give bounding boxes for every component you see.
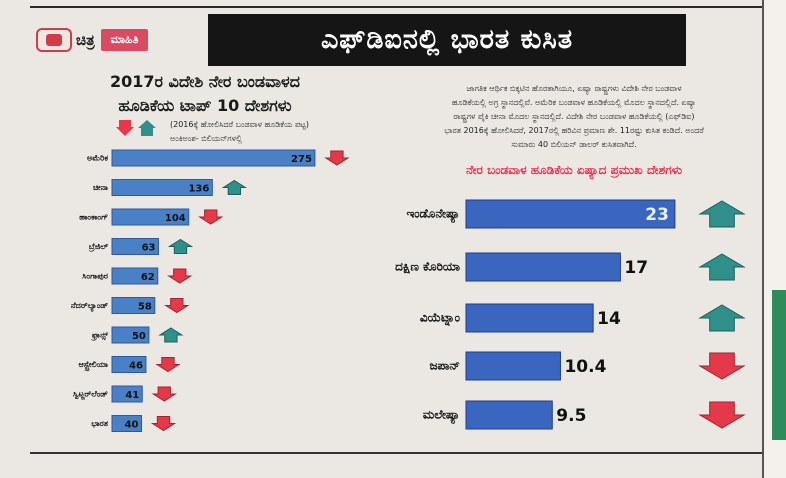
left-value-10: 40 [125,420,139,431]
brand: ಚಿತ್ರ ಮಾಹಿತಿ [36,26,149,54]
right-value-1: 23 [645,205,669,225]
left-chart-title: 2017ರ ವಿದೇಶಿ ನೇರ ಬಂಡವಾಳದ ಹೂಡಿಕೆಯ ಟಾಪ್ 10… [40,70,370,118]
left-trend-10-down-arrow-icon [150,416,177,432]
right-category-3: ವಿಯೆಟ್ನಾಂ [420,311,461,327]
left-bar-3 [111,208,190,226]
right-category-5: ಮಲೇಷ್ಯಾ [423,408,460,426]
tv-icon [36,28,72,52]
right-trend-4-down-arrow-icon [698,352,746,380]
left-bar-1 [111,149,316,167]
top-rule [30,6,770,8]
headline: ಎಫ್‌ಡಿಐನಲ್ಲಿ ಭಾರತ ಕುಸಿತ [208,14,686,66]
brand-tag: ಮಾಹಿತಿ [100,29,149,51]
left-value-7: 50 [132,331,146,342]
right-value-4: 10.4 [564,357,606,377]
left-value-3: 104 [165,213,186,224]
right-bar-1 [465,199,676,229]
left-category-3: ಹಾಂಕಾಂಗ್ [79,213,108,222]
right-value-2: 17 [624,258,648,278]
left-category-4: ಬ್ರೆಜಿಲ್ [88,242,108,252]
right-chart-title: ನೇರ ಬಂಡವಾಳ ಹೂಡಿಕೆಯ ಏಷ್ಯಾದ ಪ್ರಮುಖ ದೇಶಗಳು [465,163,683,177]
left-category-10: ಭಾರತ [91,419,109,428]
left-category-6: ನೆದರ್‌ಲ್ಯಾಂಡ್ [71,301,108,312]
left-bar-8 [111,356,147,373]
right-category-1: ಇಂಡೊನೇಷ್ಯಾ [406,207,460,225]
left-note-line2: ಅಂಕಿಅಂಶ- ಬಿಲಿಯನ್‌ಗಳಲ್ಲಿ [170,134,242,143]
left-category-7: ಫ್ರಾನ್ಸ್ [90,331,108,341]
right-trend-5-down-arrow-icon [698,401,746,429]
left-value-2: 136 [188,184,209,195]
article-line-1: ಜಾಗತಿಕ ಆರ್ಥಿಕ ಬಿಕ್ಕಟಿನ ಹೊರತಾಗಿಯೂ, ಏಷ್ಯಾ … [466,84,682,93]
left-note-line1: (2016ಕ್ಕೆ ಹೋಲಿಸಿದರೆ ಬಂಡವಾಳ ಹೂಡಿಕೆಯ ಪಟ್ಟ) [170,120,309,129]
article-line-2: ಹೂಡಿಕೆಯಲ್ಲಿ ಅಗ್ರ ಸ್ಥಾನದಲ್ಲಿವೆ. ಅಮೆರಿಕ ಬಂ… [451,98,697,107]
left-chart-note: (2016ಕ್ಕೆ ಹೋಲಿಸಿದರೆ ಬಂಡವಾಳ ಹೂಡಿಕೆಯ ಪಟ್ಟ)… [170,118,309,146]
left-bar-4 [111,238,159,255]
right-category-4: ಜಪಾನ್ [429,359,460,373]
left-value-1: 275 [291,154,312,165]
left-value-8: 46 [129,361,143,372]
left-title-line2: ಹೂಡಿಕೆಯ ಟಾಪ್ 10 ದೇಶಗಳು [118,96,292,115]
down-arrow-icon [116,120,134,136]
adjacent-green-box [772,290,786,440]
legend [116,120,160,136]
left-trend-9-down-arrow-icon [151,386,177,402]
right-value-5: 9.5 [556,406,586,426]
left-trend-8-down-arrow-icon [155,357,181,373]
left-category-8: ಆಸ್ಟ್ರೇಲಿಯಾ [79,360,109,371]
right-trend-3-up-arrow-icon [698,304,746,332]
left-trend-7-up-arrow-icon [158,327,184,343]
left-category-2: ಚೀನಾ [93,183,108,192]
left-bar-7 [111,326,150,344]
left-bar-6 [111,297,156,314]
article-text: ಜಾಗತಿಕ ಆರ್ಥಿಕ ಬಿಕ್ಕಟಿನ ಹೊರತಾಗಿಯೂ, ಏಷ್ಯಾ … [388,82,760,152]
right-trend-1-up-arrow-icon [698,200,746,228]
left-value-4: 63 [142,243,156,254]
left-trend-3-down-arrow-icon [198,209,224,225]
left-bar-2 [111,179,213,196]
article-line-4: ಭಾರತ 2016ಕ್ಕೆ ಹೋಲಿಸಿದರೆ, 2017ರಲ್ಲಿ ಹರಿವಿ… [444,126,704,135]
bottom-rule [30,452,770,454]
left-trend-5-down-arrow-icon [167,268,193,284]
left-category-1: ಅಮೆರಿಕ [87,154,108,163]
article-line-5: ಸುಮಾರು 40 ಬಿಲಿಯನ್ ಡಾಲರ್ ಕುಸಿತವಾಗಿದೆ. [511,140,637,149]
left-bar-5 [111,267,159,285]
up-arrow-icon [138,120,156,136]
left-value-6: 58 [138,302,152,313]
right-bar-5 [465,400,553,430]
right-value-3: 14 [597,309,621,329]
brand-name: ಚಿತ್ರ [76,31,95,49]
left-trend-1-down-arrow-icon [324,150,350,166]
right-bar-4 [465,351,561,381]
right-category-2: ದಕ್ಷಿಣ ಕೊರಿಯಾ [395,260,460,275]
left-trend-6-down-arrow-icon [164,298,190,314]
left-category-5: ಸಿಂಗಾಪುರ [82,272,108,281]
left-trend-2-up-arrow-icon [221,179,248,195]
left-trend-4-up-arrow-icon [167,238,194,254]
left-bar-9 [111,385,143,403]
left-category-9: ಸ್ವಿಟ್ಜರ್‌ಲೆಂಡ್ [73,390,108,400]
right-bar-3 [465,303,594,333]
left-bar-10 [111,415,143,432]
column-divider [762,0,764,478]
article-line-3: ರಾಷ್ಟ್ರಗಳ ಪೈಕಿ ಚೀನಾ ಮೊದಲ ಸ್ಥಾನದಲ್ಲಿದೆ. ವ… [453,112,695,121]
right-bar-2 [465,252,621,282]
left-value-9: 41 [125,390,139,401]
left-value-5: 62 [141,272,155,283]
left-title-line1: 2017ರ ವಿದೇಶಿ ನೇರ ಬಂಡವಾಳದ [109,72,301,91]
right-trend-2-up-arrow-icon [698,253,746,281]
